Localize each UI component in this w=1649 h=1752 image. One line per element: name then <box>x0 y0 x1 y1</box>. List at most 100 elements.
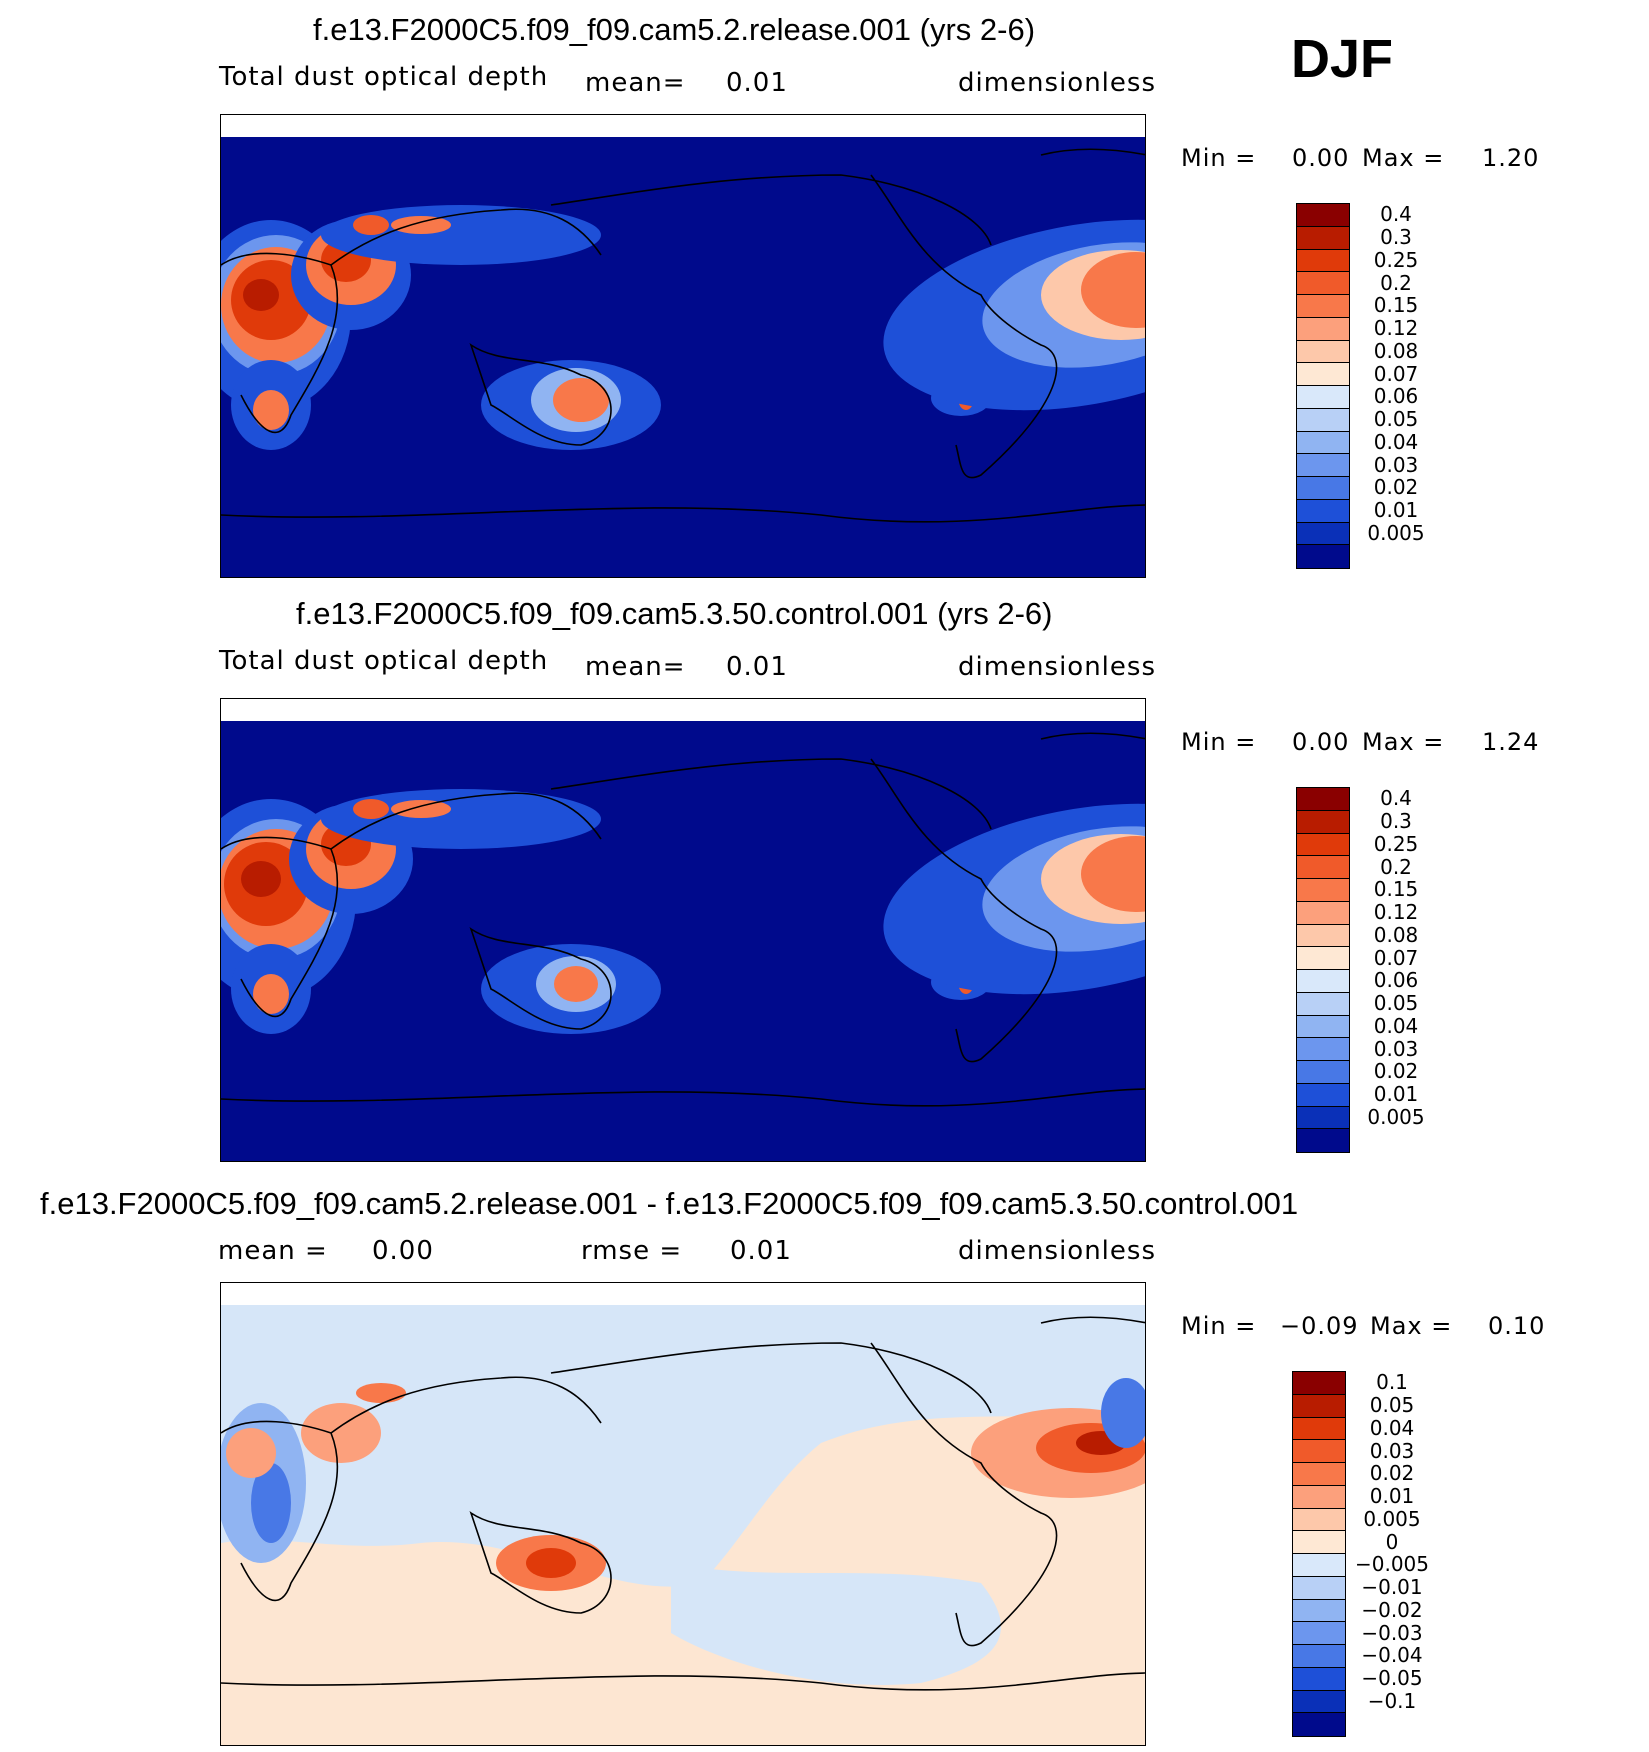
panel3-mean-label: mean = <box>218 1236 328 1266</box>
colorbar-swatch <box>1297 970 1349 993</box>
colorbar-tick-label: −0.03 <box>1361 1620 1423 1645</box>
colorbar-tick-label: 0.2 <box>1380 270 1412 295</box>
panel3-rmse-label: rmse = <box>581 1236 683 1266</box>
colorbar-tick-label: 0.04 <box>1373 429 1419 454</box>
colorbar-swatch <box>1297 833 1349 857</box>
colorbar-tick-label: 0 <box>1385 1529 1399 1554</box>
panel1-variable-label: Total dust optical depth <box>219 62 549 92</box>
panel1-max-label: Max = <box>1362 144 1445 172</box>
colorbar-tick-label: −0.02 <box>1361 1597 1423 1622</box>
panel1-mean-value: 0.01 <box>726 68 788 98</box>
colorbar-tick-label: 0.03 <box>1373 452 1419 477</box>
colorbar-swatch <box>1297 992 1349 1016</box>
colorbar-tick-label: 0.2 <box>1380 854 1412 879</box>
colorbar-tick-label: 0.3 <box>1380 225 1412 250</box>
colorbar-tick-label: 0.12 <box>1373 316 1419 341</box>
panel3-rmse-value: 0.01 <box>730 1236 792 1266</box>
colorbar-tick-label: 0.01 <box>1373 1082 1419 1107</box>
colorbar-tick-label: 0.15 <box>1373 293 1419 318</box>
panel2-max-label: Max = <box>1362 728 1445 756</box>
colorbar-swatch <box>1297 226 1349 250</box>
colorbar-swatch <box>1297 1015 1349 1039</box>
colorbar-swatch <box>1293 1667 1345 1691</box>
colorbar-tick-label: 0.1 <box>1376 1370 1408 1395</box>
colorbar-tick-label: 0.05 <box>1369 1393 1415 1418</box>
colorbar-swatch <box>1297 340 1349 364</box>
colorbar-tick-label: −0.04 <box>1361 1643 1423 1668</box>
colorbar-swatch <box>1297 204 1349 227</box>
colorbar-tick-label: 0.06 <box>1373 384 1419 409</box>
colorbar-swatch <box>1293 1690 1345 1714</box>
colorbar-tick-label: 0.07 <box>1373 361 1419 386</box>
colorbar-tick-label: 0.05 <box>1373 407 1419 432</box>
colorbar-swatch <box>1297 499 1349 523</box>
colorbar-tick-label: 0.3 <box>1380 809 1412 834</box>
colorbar-tick-label: −0.05 <box>1361 1666 1423 1691</box>
colorbar-tick-label: 0.02 <box>1369 1461 1415 1486</box>
colorbar-tick-label: 0.03 <box>1373 1036 1419 1061</box>
colorbar-tick-label: −0.01 <box>1361 1575 1423 1600</box>
panel3-colorbar <box>1292 1371 1346 1737</box>
colorbar-swatch <box>1297 408 1349 432</box>
panel2-min-label: Min = <box>1181 728 1257 756</box>
colorbar-swatch <box>1297 386 1349 409</box>
colorbar-tick-label: 0.12 <box>1373 900 1419 925</box>
panel3-units: dimensionless <box>958 1236 1156 1266</box>
colorbar-tick-label: −0.005 <box>1354 1552 1429 1577</box>
colorbar-swatch <box>1297 249 1349 273</box>
colorbar-tick-label: 0.25 <box>1373 247 1419 272</box>
panel3-min-label: Min = <box>1181 1312 1257 1340</box>
panel1-mean-label: mean= <box>585 68 686 98</box>
colorbar-tick-label: 0.4 <box>1380 202 1412 227</box>
panel2-map <box>220 698 1146 1162</box>
panel3-max-value: 0.10 <box>1488 1312 1546 1340</box>
colorbar-tick-label: 0.07 <box>1373 945 1419 970</box>
colorbar-tick-label: 0.005 <box>1367 520 1425 545</box>
panel2-units: dimensionless <box>958 652 1156 682</box>
colorbar-tick-label: 0.06 <box>1373 968 1419 993</box>
colorbar-tick-label: 0.02 <box>1373 475 1419 500</box>
colorbar-swatch <box>1293 1645 1345 1668</box>
panel1-min-label: Min = <box>1181 144 1257 172</box>
colorbar-swatch <box>1297 1061 1349 1084</box>
colorbar-tick-label: 0.15 <box>1373 877 1419 902</box>
colorbar-tick-label: 0.04 <box>1369 1415 1415 1440</box>
colorbar-swatch <box>1293 1417 1345 1441</box>
colorbar-swatch <box>1297 477 1349 500</box>
colorbar-swatch <box>1293 1485 1345 1509</box>
panel1-colorbar <box>1296 203 1350 569</box>
colorbar-swatch <box>1293 1599 1345 1623</box>
panel3-map <box>220 1282 1146 1746</box>
colorbar-tick-label: 0.005 <box>1367 1104 1425 1129</box>
colorbar-tick-label: 0.08 <box>1373 338 1419 363</box>
colorbar-tick-label: 0.01 <box>1373 498 1419 523</box>
panel2-max-value: 1.24 <box>1482 728 1540 756</box>
colorbar-swatch <box>1297 947 1349 970</box>
panel1-max-value: 1.20 <box>1482 144 1540 172</box>
colorbar-tick-label: 0.03 <box>1369 1438 1415 1463</box>
colorbar-tick-label: 0.08 <box>1373 922 1419 947</box>
colorbar-tick-label: 0.005 <box>1363 1506 1421 1531</box>
colorbar-swatch <box>1297 810 1349 834</box>
panel1-min-value: 0.00 <box>1292 144 1350 172</box>
colorbar-swatch <box>1293 1372 1345 1395</box>
colorbar-swatch <box>1297 1129 1349 1152</box>
panel3-mean-value: 0.00 <box>372 1236 434 1266</box>
colorbar-swatch <box>1293 1622 1345 1645</box>
colorbar-swatch <box>1297 788 1349 811</box>
colorbar-swatch <box>1293 1508 1345 1532</box>
panel1-map <box>220 114 1146 578</box>
panel2-mean-label: mean= <box>585 652 686 682</box>
panel3-title: f.e13.F2000C5.f09_f09.cam5.2.release.001… <box>40 1186 1299 1221</box>
colorbar-swatch <box>1297 1106 1349 1130</box>
colorbar-swatch <box>1297 879 1349 902</box>
colorbar-swatch <box>1297 317 1349 341</box>
colorbar-swatch <box>1293 1463 1345 1486</box>
colorbar-swatch <box>1293 1531 1345 1554</box>
panel2-mean-value: 0.01 <box>726 652 788 682</box>
colorbar-swatch <box>1293 1713 1345 1736</box>
panel3-max-label: Max = <box>1370 1312 1453 1340</box>
colorbar-swatch <box>1293 1576 1345 1600</box>
colorbar-swatch <box>1293 1440 1345 1463</box>
colorbar-tick-label: −0.1 <box>1367 1688 1417 1713</box>
